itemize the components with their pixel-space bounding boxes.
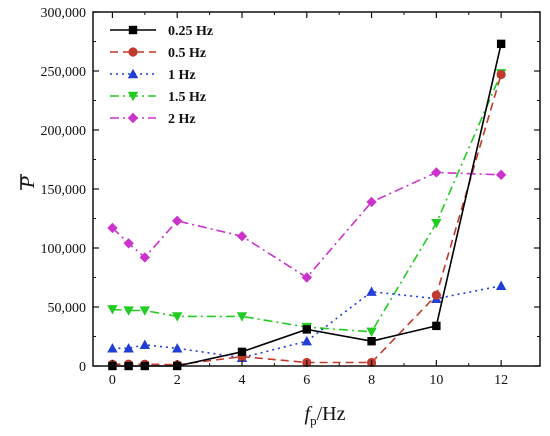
data-point-0-6	[367, 337, 376, 346]
y-axis-title: P	[17, 176, 39, 189]
x-axis-title-sub: p	[310, 413, 317, 428]
data-point-1-7	[431, 290, 441, 300]
x-tick-label-0: 0	[109, 373, 116, 388]
legend-label-3: 1.5 Hz	[168, 90, 206, 105]
data-point-3-0	[107, 305, 118, 315]
legend-item-4: 2 Hz	[110, 112, 196, 127]
legend-swatch-marker-4	[127, 112, 139, 124]
x-axis-title-unit: /Hz	[317, 403, 346, 425]
series-2	[107, 280, 507, 362]
legend-swatch-marker-0	[128, 25, 138, 35]
data-point-2-2	[139, 339, 151, 349]
legend-item-3: 1.5 Hz	[110, 90, 206, 105]
y-tick-label-2: 100,000	[41, 242, 87, 257]
data-point-4-3	[172, 215, 183, 227]
y-tick-label-0: 0	[79, 360, 86, 375]
data-point-0-8	[496, 39, 506, 49]
data-point-4-4	[236, 231, 248, 242]
data-point-1-8	[496, 69, 506, 80]
x-tick-label-1: 2	[174, 373, 181, 388]
x-tick-label-6: 12	[494, 373, 508, 388]
legend-item-2: 1 Hz	[110, 68, 196, 83]
legend-label-1: 0.5 Hz	[168, 46, 206, 61]
x-axis-title: fp/Hz	[305, 403, 346, 428]
legend-label-4: 2 Hz	[168, 112, 196, 127]
data-point-4-6	[366, 196, 377, 208]
x-tick-label-2: 4	[239, 373, 246, 388]
data-point-3-6	[366, 327, 377, 337]
axis-titles: fp/Hz P	[17, 174, 346, 428]
data-point-4-0	[107, 222, 118, 234]
data-point-2-1	[123, 343, 134, 353]
legend-swatch-marker-1	[128, 47, 138, 57]
data-point-3-3	[172, 312, 183, 322]
y-tick-label-1: 50,000	[48, 301, 87, 316]
data-point-4-1	[123, 238, 134, 249]
series-4	[107, 167, 507, 283]
data-point-2-8	[495, 280, 507, 290]
data-point-0-7	[432, 321, 441, 331]
data-point-4-8	[495, 169, 507, 181]
y-tick-label-6: 300,000	[41, 6, 87, 21]
x-axis-title-main: f	[305, 403, 313, 425]
plot-frame	[92, 11, 541, 367]
data-point-2-3	[172, 343, 183, 353]
y-tick-label-4: 200,000	[41, 124, 87, 139]
data-point-3-7	[431, 219, 442, 229]
data-point-2-5	[301, 336, 312, 346]
data-point-4-7	[431, 167, 442, 178]
x-tick-label-3: 6	[303, 373, 310, 388]
legend-item-1: 0.5 Hz	[110, 46, 206, 61]
y-tick-label-3: 150,000	[41, 183, 87, 198]
data-point-2-0	[107, 343, 118, 353]
legend-swatch-marker-2	[127, 68, 139, 79]
data-point-0-4	[237, 347, 247, 357]
y-tick-label-5: 250,000	[41, 65, 87, 80]
data-point-0-5	[302, 325, 311, 334]
data-point-3-4	[236, 312, 248, 322]
data-point-3-1	[123, 306, 134, 316]
data-point-4-2	[139, 252, 151, 263]
x-tick-label-5: 10	[429, 373, 443, 388]
x-tick-label-4: 8	[368, 373, 375, 388]
series-line-4	[111, 171, 502, 279]
data-point-4-5	[301, 272, 312, 283]
data-point-3-2	[139, 306, 151, 316]
legend-swatch-marker-3	[127, 91, 139, 102]
legend-label-2: 1 Hz	[168, 68, 196, 83]
axis-layer: 0 2 4 6 8 10 12 0 50,000 100,000 150,000 200,000 250…	[41, 6, 541, 388]
y-axis-title-group: P	[17, 174, 39, 190]
legend-item-0: 0.25 Hz	[110, 24, 213, 39]
data-point-2-6	[366, 286, 377, 296]
legend-label-0: 0.25 Hz	[168, 24, 213, 39]
legend: 0.25 Hz 0.5 Hz 1 Hz 1.5 Hz 2 Hz	[110, 24, 213, 127]
series-line-3	[112, 73, 502, 333]
